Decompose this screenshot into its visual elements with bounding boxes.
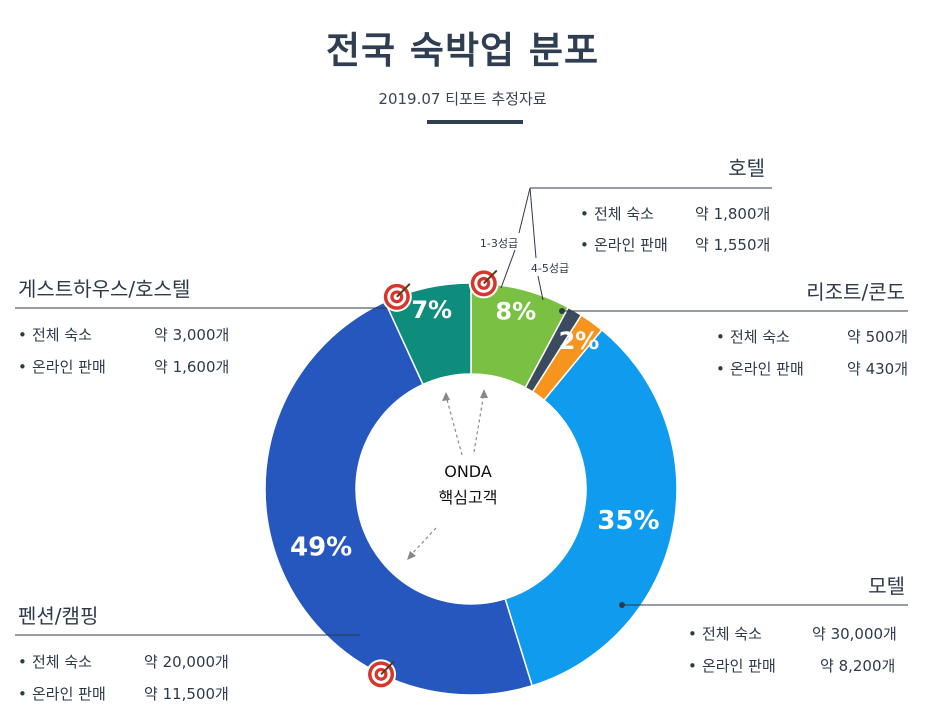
slice-label-모텔: 35% [597, 506, 659, 536]
bullet-icon: • [716, 360, 725, 378]
resort-leader-dot [559, 308, 565, 314]
guesthouse-stat-online: • 온라인 판매 약 1,600개 [18, 356, 229, 377]
arrowhead-guesthouse [442, 392, 450, 401]
hotel-leader-1-3-b [500, 249, 516, 289]
page-subtitle: 2019.07 티포트 추정자료 [378, 90, 547, 108]
donut-slices [264, 282, 678, 696]
resort-stat-online: • 온라인 판매 약 430개 [716, 358, 908, 379]
slice-label-펜션-캠핑: 49% [290, 532, 352, 562]
motel-stat-total: • 전체 숙소 약 30,000개 [688, 623, 897, 644]
stat-label: 온라인 판매 [32, 685, 106, 703]
arrowhead-hotel [480, 389, 488, 398]
target-icon [381, 281, 412, 312]
stat-value: 약 30,000개 [812, 625, 897, 643]
guesthouse-title: 게스트하우스/호스텔 [18, 277, 191, 301]
core-customer-arrows [408, 392, 485, 558]
stat-label: 전체 숙소 [32, 326, 92, 344]
center-label-line2: 핵심고객 [439, 488, 498, 507]
leader-lines [15, 187, 908, 636]
target-icon [468, 268, 499, 299]
bullet-icon: • [18, 326, 27, 344]
stat-value: 약 430개 [847, 360, 908, 378]
arrow-to-guesthouse [445, 395, 463, 456]
arrow-to-pension [408, 527, 437, 558]
bullet-icon: • [18, 653, 27, 671]
stat-value: 약 1,800개 [695, 205, 771, 223]
stat-label: 전체 숙소 [32, 653, 92, 671]
stat-value: 약 11,500개 [144, 685, 229, 703]
center-label-line1: ONDA [444, 462, 492, 481]
bullet-icon: • [580, 205, 589, 223]
target-arrow [483, 269, 498, 285]
slice-labels: 8% 2% 35% 49% 7% [290, 296, 660, 562]
hotel-leader-1-3 [518, 187, 531, 234]
stat-label: 전체 숙소 [730, 328, 790, 346]
stat-value: 약 20,000개 [144, 653, 229, 671]
hotel-title: 호텔 [728, 156, 765, 180]
stat-label: 전체 숙소 [594, 205, 654, 223]
slice-펜션-캠핑 [264, 300, 534, 696]
target-icons [366, 268, 499, 690]
bullet-icon: • [688, 625, 697, 643]
guesthouse-stat-total: • 전체 숙소 약 3,000개 [18, 324, 229, 345]
stat-label: 온라인 판매 [32, 358, 106, 376]
target-arrow [380, 660, 395, 676]
target-arrow [396, 283, 411, 298]
resort-stat-total: • 전체 숙소 약 500개 [716, 326, 908, 347]
slice-모텔 [504, 328, 678, 687]
title-underline [427, 120, 523, 124]
page-title: 전국 숙박업 분포 [325, 29, 600, 72]
bullet-icon: • [688, 657, 697, 675]
stat-value: 약 3,000개 [154, 326, 230, 344]
stat-value: 약 1,600개 [154, 358, 230, 376]
arrowhead-pension [407, 551, 416, 560]
stat-value: 약 500개 [847, 328, 908, 346]
pension-title: 펜션/캠핑 [18, 604, 99, 628]
slice-label-호텔-1-3성급: 8% [495, 298, 536, 326]
hotel-stat-total: • 전체 숙소 약 1,800개 [580, 203, 770, 224]
bullet-icon: • [716, 328, 725, 346]
stat-label: 온라인 판매 [730, 360, 804, 378]
bullet-icon: • [18, 358, 27, 376]
pension-stat-total: • 전체 숙소 약 20,000개 [18, 651, 229, 672]
resort-title: 리조트/콘도 [806, 280, 905, 304]
arrow-to-hotel [473, 392, 485, 453]
bullet-icon: • [580, 236, 589, 254]
bullet-icon: • [18, 685, 27, 703]
stat-value: 약 1,550개 [695, 236, 771, 254]
motel-stat-online: • 온라인 판매 약 8,200개 [688, 655, 895, 676]
motel-title: 모텔 [868, 574, 905, 598]
slice-label-리조트-콘도: 2% [559, 327, 600, 355]
target-icon [366, 659, 397, 690]
hotel-leader-4-5 [529, 187, 537, 259]
hotel-grade-label-1-3: 1-3성급 [480, 237, 518, 250]
pension-stat-online: • 온라인 판매 약 11,500개 [18, 683, 229, 704]
hotel-leader-4-5-b [537, 275, 544, 301]
slice-label-게스트하우스-호스텔: 7% [411, 296, 452, 324]
hotel-grade-label-4-5: 4-5성급 [531, 262, 569, 275]
stat-value: 약 8,200개 [820, 657, 896, 675]
stat-label: 온라인 판매 [594, 236, 668, 254]
stat-label: 전체 숙소 [702, 625, 762, 643]
motel-leader-dot [619, 602, 625, 608]
stat-label: 온라인 판매 [702, 657, 776, 675]
hotel-stat-online: • 온라인 판매 약 1,550개 [580, 234, 770, 255]
